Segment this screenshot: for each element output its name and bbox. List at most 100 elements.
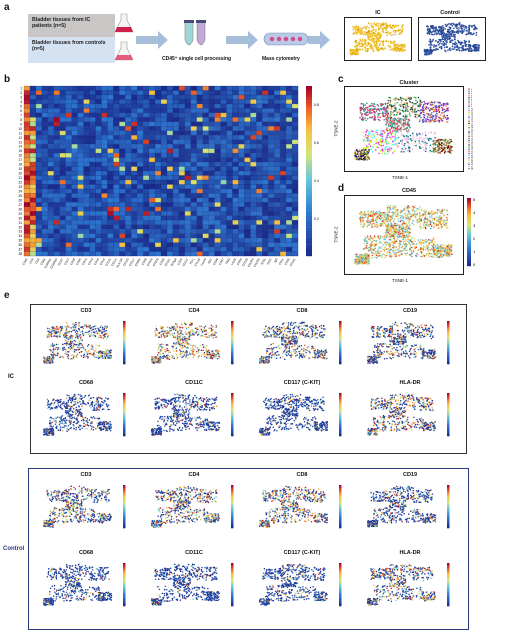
heatmap-cell xyxy=(101,247,108,252)
heatmap-cell xyxy=(143,188,150,194)
heatmap-cell xyxy=(131,148,138,154)
heatmap-cell xyxy=(178,166,185,172)
heatmap-cell xyxy=(262,197,269,203)
heatmap-cell xyxy=(286,193,293,198)
heatmap-cell xyxy=(101,193,108,198)
heatmap-cell xyxy=(107,153,114,158)
heatmap-cell xyxy=(161,86,168,91)
heatmap-cell xyxy=(71,188,78,194)
heatmap-cell xyxy=(274,121,281,127)
heatmap-cell xyxy=(280,215,287,221)
heatmap-cell xyxy=(256,94,263,100)
heatmap-cell xyxy=(107,103,114,109)
heatmap-cell xyxy=(214,184,221,189)
heatmap-row-label: 7 xyxy=(20,113,22,117)
heatmap-cell xyxy=(286,179,293,185)
heatmap-cell xyxy=(71,144,78,149)
heatmap-cell xyxy=(172,193,179,198)
heatmap-cell xyxy=(77,171,84,176)
heatmap-cell xyxy=(65,247,72,252)
heatmap-cell xyxy=(274,220,281,225)
heatmap-col-label: CD16 xyxy=(81,257,88,266)
marker-plot-title: CD11C xyxy=(185,380,203,386)
heatmap-cell xyxy=(220,220,227,225)
heatmap-cell xyxy=(202,103,209,109)
heatmap-row-label: 3 xyxy=(20,96,22,100)
heatmap-cell xyxy=(250,224,257,230)
heatmap-cell xyxy=(178,99,185,104)
heatmap-cell xyxy=(172,166,179,172)
marker-plot-title: HLA-DR xyxy=(399,550,421,556)
heatmap-cell xyxy=(149,193,156,198)
heatmap-cell xyxy=(24,197,31,203)
heatmap-cell xyxy=(262,139,269,145)
heatmap-cell xyxy=(220,224,227,230)
heatmap-cell xyxy=(65,202,72,207)
heatmap-cell xyxy=(89,220,96,225)
heatmap-cell xyxy=(202,215,209,221)
heatmap-cell xyxy=(220,139,227,145)
heatmap-cell xyxy=(250,90,257,96)
cluster-legend-entry: 3 xyxy=(471,93,472,95)
heatmap-cell xyxy=(190,202,197,207)
heatmap-cell xyxy=(65,153,72,158)
heatmap-cell xyxy=(95,157,102,163)
heatmap-cell xyxy=(89,86,96,91)
heatmap-cell xyxy=(29,117,37,122)
heatmap-cell xyxy=(29,166,37,172)
heatmap-cell xyxy=(95,144,102,149)
heatmap-cell xyxy=(184,224,191,230)
heatmap-cell xyxy=(208,135,215,140)
heatmap-cell xyxy=(59,94,66,100)
heatmap-row-label: 15 xyxy=(18,149,22,153)
heatmap-cell xyxy=(71,206,78,212)
heatmap-cell xyxy=(244,94,251,100)
heatmap-cell xyxy=(202,86,209,91)
marker-tsne-plot xyxy=(150,563,234,607)
heatmap-cell xyxy=(131,139,138,145)
heatmap-cell xyxy=(161,153,168,158)
heatmap-cell xyxy=(65,117,72,122)
heatmap-cell xyxy=(149,184,156,189)
heatmap-cell xyxy=(166,238,174,243)
cluster-legend-swatch xyxy=(468,90,470,92)
heatmap-cell xyxy=(238,126,245,131)
heatmap-col-label: CD163 xyxy=(146,257,154,267)
heatmap-cell xyxy=(280,171,287,176)
heatmap-cell xyxy=(53,135,60,140)
heatmap-cell xyxy=(262,224,269,230)
heatmap-cell xyxy=(47,121,54,127)
heatmap-cell xyxy=(95,238,102,243)
heatmap-cell xyxy=(208,153,215,158)
heatmap-cell xyxy=(89,94,96,100)
heatmap-cell xyxy=(47,206,54,212)
heatmap-cell xyxy=(125,103,132,109)
heatmap-cell xyxy=(238,86,245,91)
heatmap-cell xyxy=(256,166,263,172)
heatmap-cell xyxy=(292,148,299,154)
heatmap-cell xyxy=(77,229,84,234)
heatmap-cell xyxy=(292,175,299,181)
heatmap-col-label: CD27 xyxy=(63,257,70,266)
cd45-frame xyxy=(344,195,464,275)
heatmap-cell xyxy=(232,130,239,136)
heatmap-cell xyxy=(113,233,120,239)
heatmap-cell xyxy=(107,121,114,127)
heatmap-cell xyxy=(220,238,227,243)
heatmap-col-label: CD11c xyxy=(110,257,118,267)
heatmap-cell xyxy=(256,103,263,109)
heatmap-cell xyxy=(178,188,185,194)
heatmap-cell xyxy=(286,233,293,239)
heatmap-cell xyxy=(190,184,197,189)
control-group-label: Control xyxy=(3,546,25,552)
heatmap-cell xyxy=(268,162,275,167)
heatmap-cell xyxy=(53,242,60,248)
heatmap-cell xyxy=(262,233,269,239)
heatmap-cell xyxy=(113,211,120,216)
heatmap-cell xyxy=(101,162,108,167)
heatmap-cell xyxy=(101,224,108,230)
heatmap-cell xyxy=(208,94,215,100)
heatmap-cell xyxy=(256,90,263,96)
heatmap-cell xyxy=(238,103,245,109)
heatmap-cell xyxy=(262,108,269,113)
